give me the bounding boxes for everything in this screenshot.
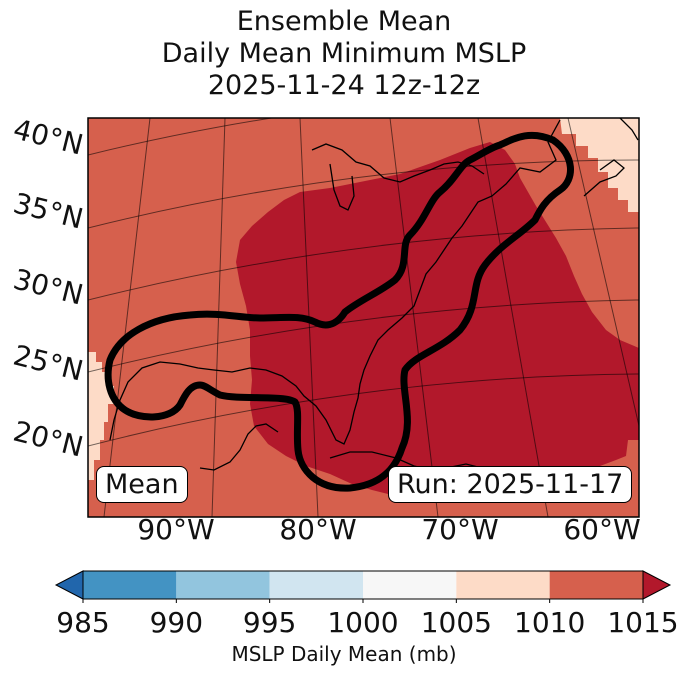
coastline-east	[109, 119, 561, 445]
coastline-lake-michigan	[329, 163, 355, 211]
colorbar-segment-995	[269, 571, 363, 599]
colorbar-tick-995: 995	[242, 606, 297, 639]
lon-label-60w: 60°W	[563, 513, 641, 546]
colorbar-segment-985	[83, 571, 177, 599]
field-1005-1010-northeast	[560, 118, 639, 212]
colorbar-extend-min	[54, 570, 84, 600]
field-above-1015	[236, 142, 639, 498]
colorbar-tick-985: 985	[56, 606, 110, 639]
coastline-newfoundland	[619, 118, 639, 141]
chart-title-line-1: Ensemble Mean	[236, 6, 452, 37]
colorbar	[54, 570, 672, 603]
colorbar-segment-1005	[456, 571, 550, 599]
colorbar-tick-1015: 1015	[607, 606, 679, 639]
lon-label-70w: 70°W	[421, 513, 499, 546]
colorbar-segment-990	[176, 571, 270, 599]
mean-label-box: Mean	[96, 466, 188, 503]
colorbar-label: MSLP Daily Mean (mb)	[231, 642, 457, 666]
coastline-great-lakes	[311, 143, 485, 183]
lon-label-90w: 90°W	[137, 513, 215, 546]
colorbar-segment-1010	[549, 571, 643, 599]
coastline-yucatan	[199, 423, 279, 471]
run-label-box: Run: 2025-11-17	[388, 466, 633, 503]
contour-line	[104, 131, 574, 492]
chart-title-line-3: 2025-11-24 12z-12z	[207, 70, 481, 101]
colorbar-tick-990: 990	[149, 606, 204, 639]
colorbar-tick-1000: 1000	[327, 606, 399, 639]
colorbar-extend-max	[642, 570, 672, 600]
chart-title-line-2: Daily Mean Minimum MSLP	[161, 38, 527, 69]
coastline-nova-scotia	[583, 159, 625, 197]
colorbar-tick-1005: 1005	[420, 606, 492, 639]
lon-label-80w: 80°W	[279, 513, 357, 546]
map-frame	[87, 117, 640, 518]
colorbar-tick-1010: 1010	[514, 606, 586, 639]
colorbar-segment-1000	[363, 571, 457, 599]
